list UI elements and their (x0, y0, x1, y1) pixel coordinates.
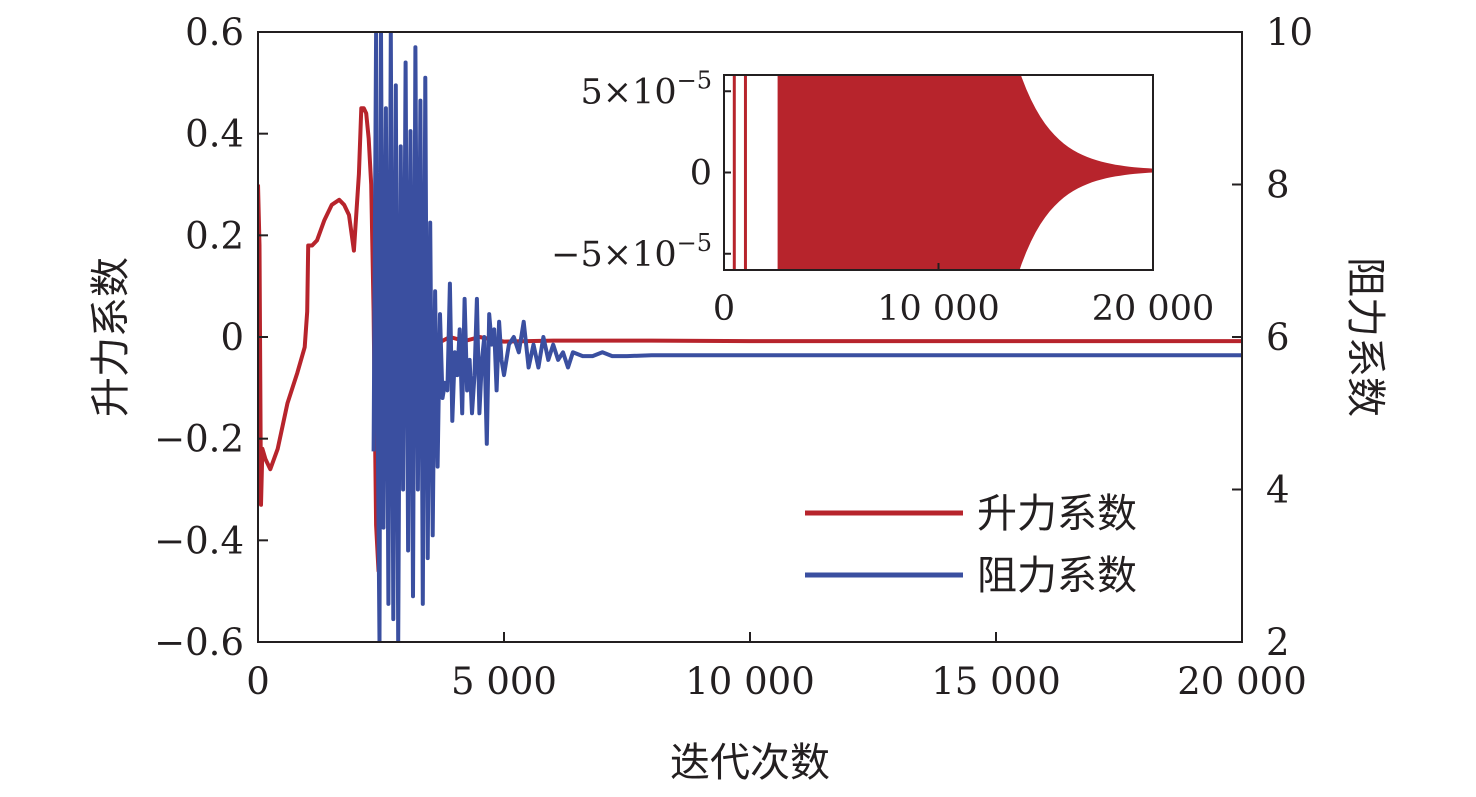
legend-label-lift: 升力系数 (977, 491, 1137, 537)
y-right-tick-label: 4 (1266, 469, 1290, 512)
legend-label-drag: 阻力系数 (977, 553, 1137, 599)
main-series-group (258, 32, 1242, 642)
y-left-tick-label: 0 (220, 316, 244, 359)
x-axis-title: 迭代次数 (670, 740, 830, 786)
inset-x-tick-label: 10 000 (877, 289, 999, 329)
inset-x-tick-label: 20 000 (1092, 289, 1214, 329)
y-axis-title-left: 升力系数 (88, 257, 134, 417)
x-tick-label: 15 000 (931, 660, 1060, 703)
y-left-tick-label: 0.4 (185, 113, 244, 156)
y-right-tick-label: 6 (1266, 316, 1290, 359)
inset-ticks (723, 90, 1154, 270)
series-line-drag (371, 32, 1242, 642)
inset-series-group (732, 75, 1153, 270)
y-left-tick-label: −0.4 (154, 519, 244, 562)
y-right-tick-label: 2 (1266, 621, 1290, 664)
y-left-tick-label: −0.2 (154, 418, 244, 461)
x-tick-label: 20 000 (1177, 660, 1306, 703)
inset-y-tick-label: 0 (690, 154, 712, 194)
inset-y-tick-label: 5×10−5 (580, 66, 712, 112)
x-tick-label: 10 000 (685, 660, 814, 703)
inset-y-tick-label: −5×10−5 (551, 229, 712, 275)
main-ticks (257, 31, 1243, 643)
y-left-tick-label: 0.6 (185, 11, 244, 54)
y-left-tick-label: −0.6 (154, 621, 244, 664)
y-right-tick-label: 8 (1266, 164, 1290, 207)
inset-x-tick-label: 0 (713, 289, 735, 329)
legend: 升力系数 阻力系数 (805, 491, 1137, 599)
y-right-tick-label: 10 (1266, 11, 1313, 54)
main-plot: 0 5 000 10 000 15 000 20 000 0.6 0.4 0.2 0 −0.2 −0… (154, 11, 1313, 703)
x-tick-label: 0 (246, 660, 270, 703)
x-tick-label: 5 000 (451, 660, 557, 703)
inset-oscillation-band (777, 75, 1153, 270)
y-left-tick-label: 0.2 (185, 214, 244, 257)
main-tick-labels: 0 5 000 10 000 15 000 20 000 0.6 0.4 0.2 0 −0.2 −0… (154, 11, 1313, 703)
y-axis-title-right: 阻力系数 (1342, 257, 1388, 417)
